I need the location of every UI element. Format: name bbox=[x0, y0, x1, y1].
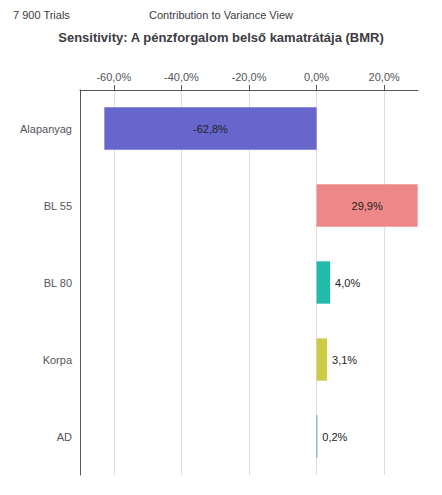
svg-text:-40,0%: -40,0% bbox=[164, 71, 199, 83]
svg-text:-60,0%: -60,0% bbox=[96, 71, 131, 83]
svg-text:3,1%: 3,1% bbox=[332, 354, 357, 366]
svg-text:Contribution to Variance View: Contribution to Variance View bbox=[149, 9, 293, 21]
svg-text:AD: AD bbox=[57, 431, 72, 443]
svg-text:Alapanyag: Alapanyag bbox=[20, 123, 72, 135]
svg-text:4,0%: 4,0% bbox=[335, 277, 360, 289]
svg-text:Sensitivity: A pénzforgalom be: Sensitivity: A pénzforgalom belső kamatr… bbox=[58, 30, 384, 45]
svg-text:20,0%: 20,0% bbox=[369, 71, 400, 83]
svg-text:Korpa: Korpa bbox=[43, 354, 73, 366]
svg-text:BL 80: BL 80 bbox=[44, 277, 72, 289]
svg-text:29,9%: 29,9% bbox=[352, 200, 383, 212]
svg-text:-20,0%: -20,0% bbox=[232, 71, 267, 83]
svg-text:0,2%: 0,2% bbox=[322, 431, 347, 443]
svg-text:-62,8%: -62,8% bbox=[193, 123, 228, 135]
svg-text:0,0%: 0,0% bbox=[304, 71, 329, 83]
svg-text:BL 55: BL 55 bbox=[44, 200, 72, 212]
svg-text:7 900 Trials: 7 900 Trials bbox=[13, 9, 70, 21]
